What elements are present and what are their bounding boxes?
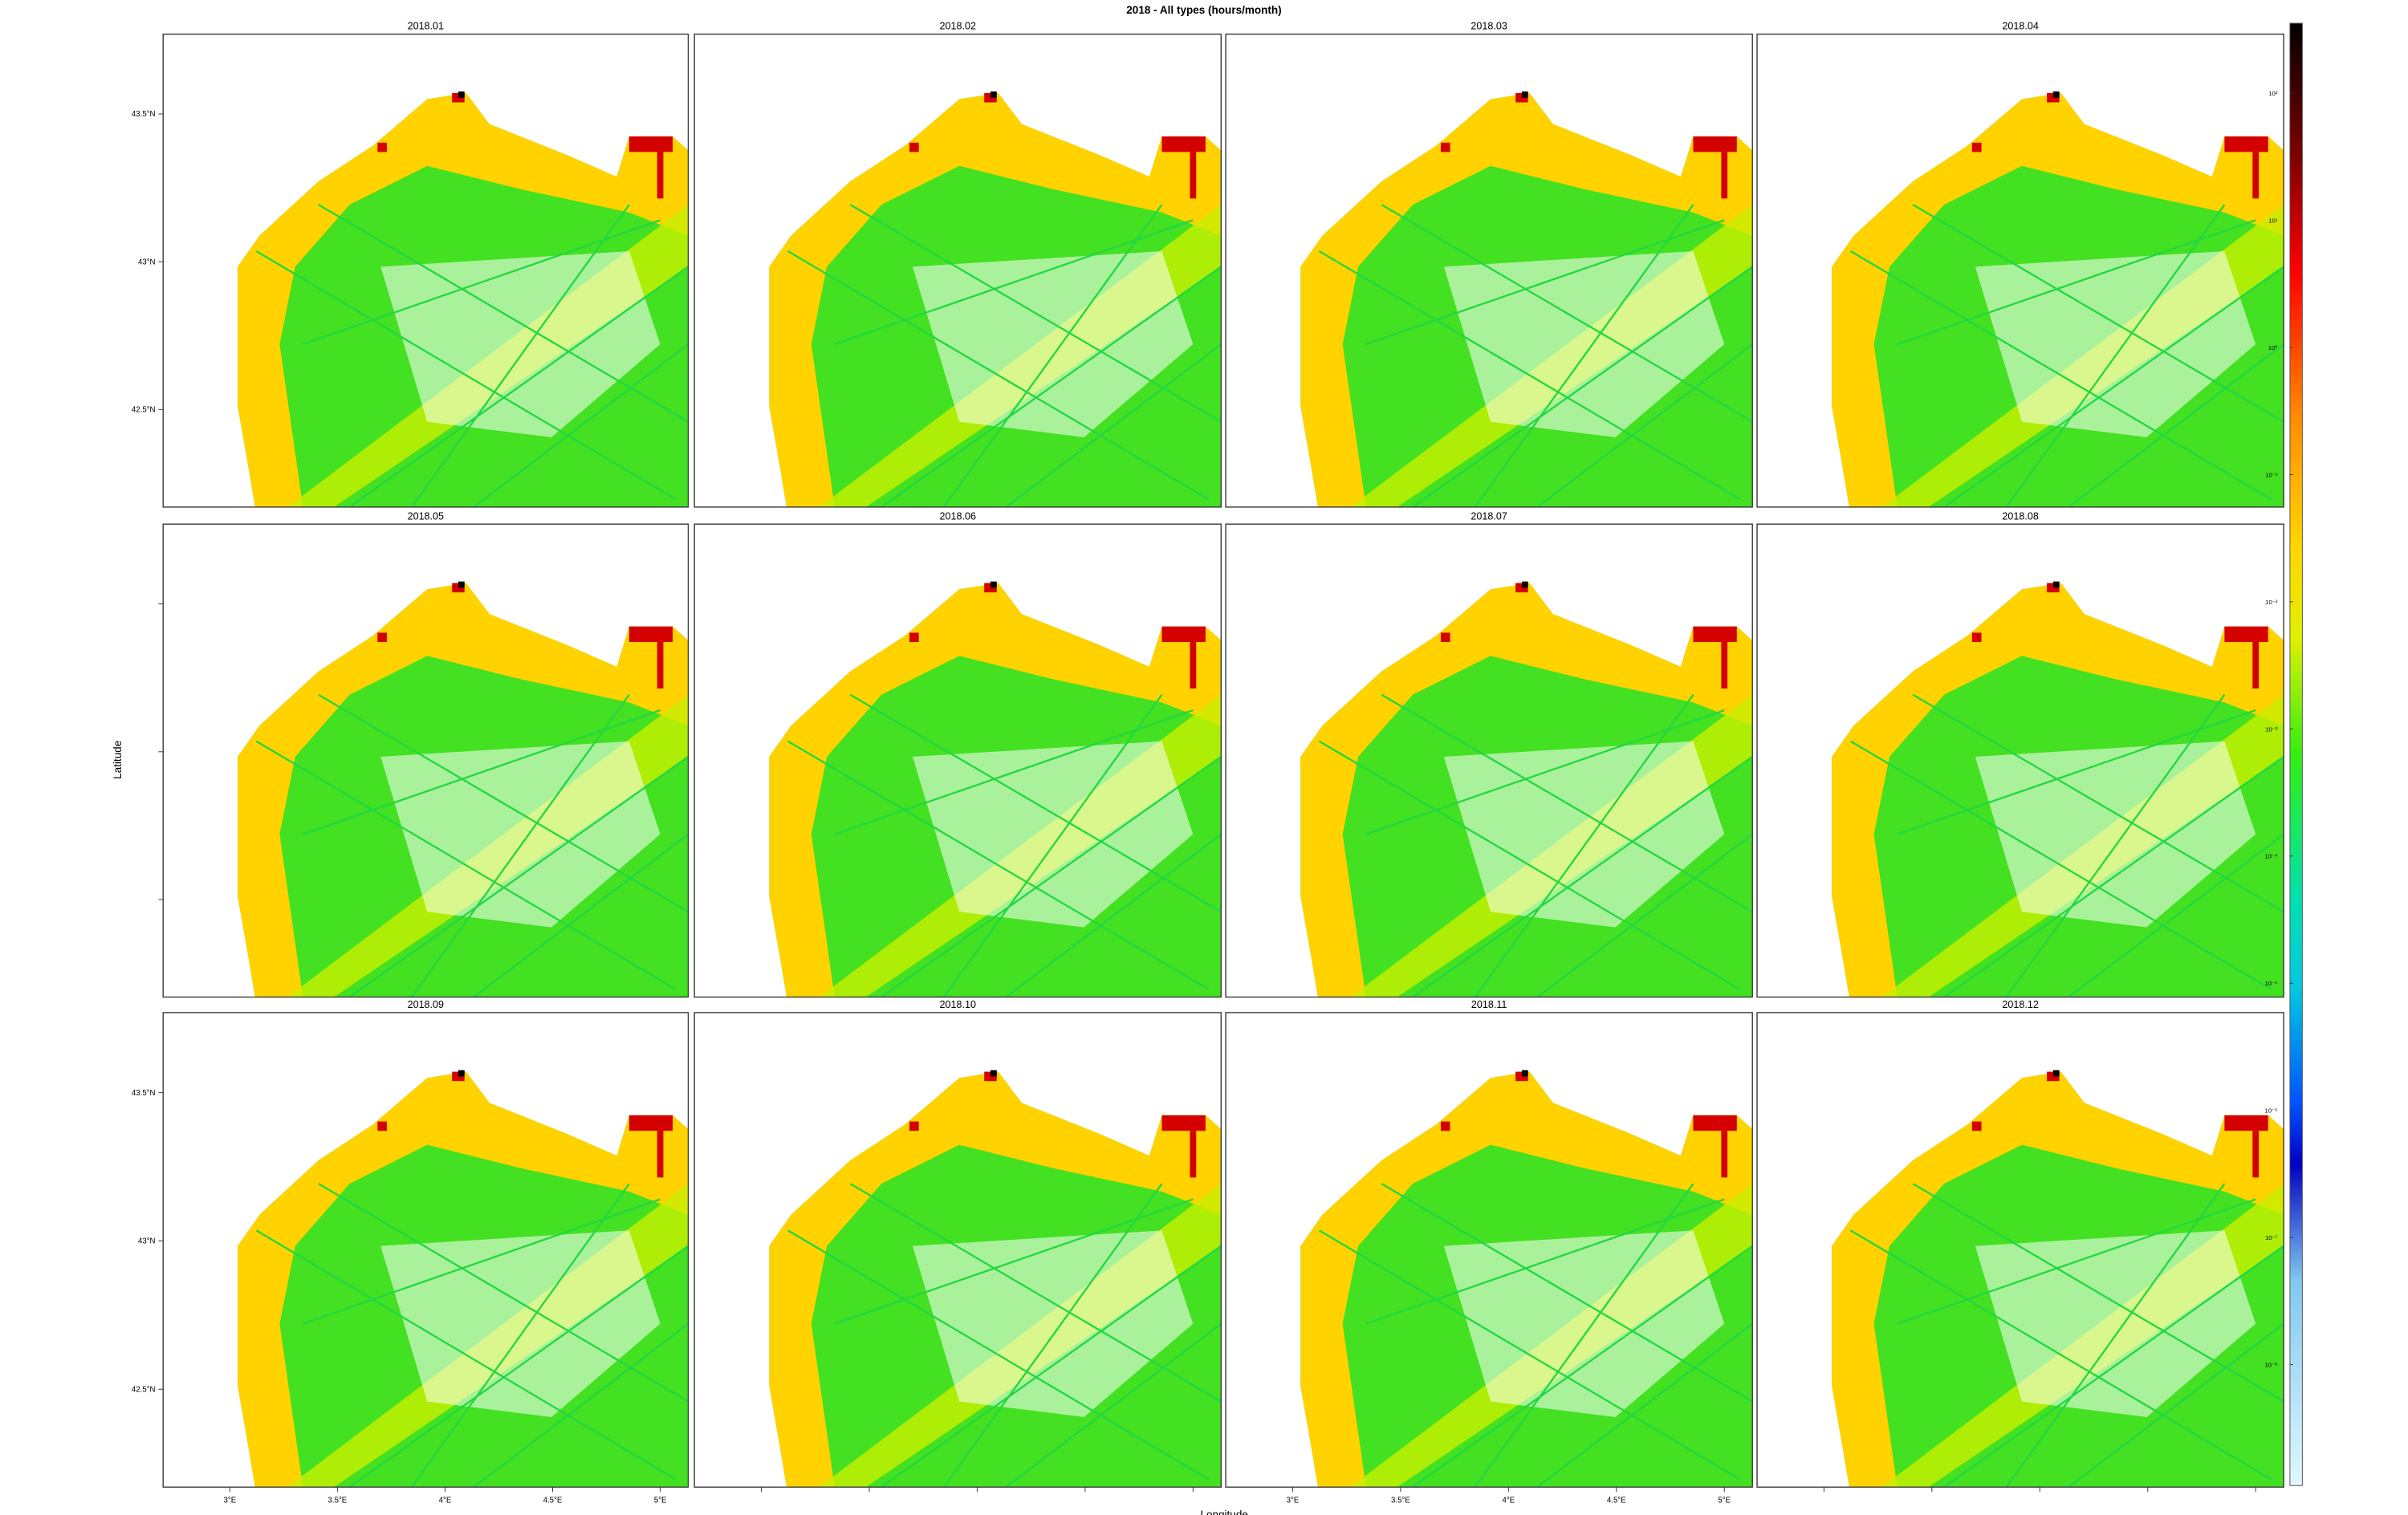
colorbar-tick-label: 10⁰ bbox=[2268, 344, 2278, 351]
x-tick-label: 3°E bbox=[223, 1497, 236, 1505]
map-panel bbox=[1300, 91, 1752, 515]
panel-frame bbox=[162, 33, 689, 508]
map-panel bbox=[769, 582, 1221, 1005]
y-tick-label: 43.5°N bbox=[132, 110, 156, 119]
y-tick-label: 43°N bbox=[138, 258, 156, 266]
panel-frame bbox=[162, 1012, 689, 1488]
map-panel bbox=[769, 91, 1221, 515]
x-tick-label: 4.5°E bbox=[1607, 1497, 1626, 1505]
map-panel bbox=[238, 91, 688, 515]
x-tick-label: 4°E bbox=[1503, 1497, 1515, 1505]
panel-title: 2018.07 bbox=[1470, 510, 1507, 522]
y-tick-label: 42.5°N bbox=[132, 1386, 156, 1395]
x-tick-label: 5°E bbox=[1718, 1497, 1731, 1505]
panel-frame bbox=[694, 523, 1222, 998]
panel-title: 2018.03 bbox=[1470, 21, 1507, 32]
x-tick-label: 3°E bbox=[1287, 1497, 1300, 1505]
colorbar-tick-label: 10⁻¹ bbox=[2265, 471, 2278, 478]
panel-title: 2018.12 bbox=[2002, 999, 2038, 1010]
panel-frame bbox=[1756, 1012, 2284, 1488]
colorbar-tick-label: 10¹ bbox=[2268, 217, 2278, 225]
panel-title: 2018.06 bbox=[939, 510, 975, 522]
colorbar-tick-label: 10⁻⁸ bbox=[2264, 1362, 2277, 1369]
colorbar-tick-label: 10⁻⁴ bbox=[2264, 853, 2277, 860]
panel-title: 2018.04 bbox=[2002, 21, 2038, 32]
panel-title: 2018.01 bbox=[408, 21, 444, 32]
map-panel bbox=[1300, 1070, 1752, 1495]
x-tick-label: 3.5°E bbox=[328, 1497, 348, 1505]
x-axis-label: Longitude bbox=[1200, 1509, 1247, 1515]
colorbar-tick-label: 10² bbox=[2268, 90, 2278, 97]
y-axis-label: Latitude bbox=[112, 741, 124, 779]
colorbar-tick-label: 10⁻² bbox=[2265, 599, 2278, 606]
panel-frame bbox=[1756, 33, 2284, 508]
map-panel bbox=[769, 1070, 1221, 1495]
panel-frame bbox=[694, 33, 1222, 508]
x-tick-label: 3.5°E bbox=[1391, 1497, 1410, 1505]
panel-title: 2018.11 bbox=[1471, 999, 1507, 1010]
colorbar bbox=[2289, 22, 2303, 1486]
map-panel bbox=[238, 582, 688, 1005]
y-tick-label: 43°N bbox=[138, 1237, 156, 1246]
map-panel bbox=[1832, 582, 2284, 1005]
panel-frame bbox=[1225, 523, 1753, 998]
panel-title: 2018.09 bbox=[408, 999, 444, 1010]
y-tick-label: 43.5°N bbox=[132, 1089, 156, 1098]
panel-title: 2018.05 bbox=[408, 510, 444, 522]
colorbar-tick-label: 10⁻⁵ bbox=[2265, 980, 2278, 987]
panel-frame bbox=[162, 523, 689, 998]
panel-frame bbox=[1225, 33, 1753, 508]
chart-title: 2018 - All types (hours/month) bbox=[1126, 4, 1281, 16]
map-panel bbox=[1832, 91, 2284, 515]
panel-title: 2018.08 bbox=[2002, 510, 2038, 522]
panel-title: 2018.10 bbox=[939, 999, 975, 1010]
colorbar-tick-label: 10⁻⁷ bbox=[2265, 1234, 2278, 1241]
x-tick-label: 4.5°E bbox=[543, 1497, 563, 1505]
panel-frame bbox=[1756, 523, 2284, 998]
panel-frame bbox=[1225, 1012, 1753, 1488]
map-panel bbox=[238, 1070, 688, 1495]
map-panel bbox=[1832, 1070, 2284, 1495]
y-tick-label: 42.5°N bbox=[132, 406, 156, 415]
panel-title: 2018.02 bbox=[939, 21, 975, 32]
colorbar-tick-label: 10⁻⁶ bbox=[2265, 1107, 2278, 1115]
x-tick-label: 5°E bbox=[654, 1497, 667, 1505]
x-tick-label: 4°E bbox=[439, 1497, 452, 1505]
panel-frame bbox=[694, 1012, 1222, 1488]
map-panel bbox=[1300, 582, 1752, 1005]
colorbar-tick-label: 10⁻³ bbox=[2265, 725, 2278, 733]
